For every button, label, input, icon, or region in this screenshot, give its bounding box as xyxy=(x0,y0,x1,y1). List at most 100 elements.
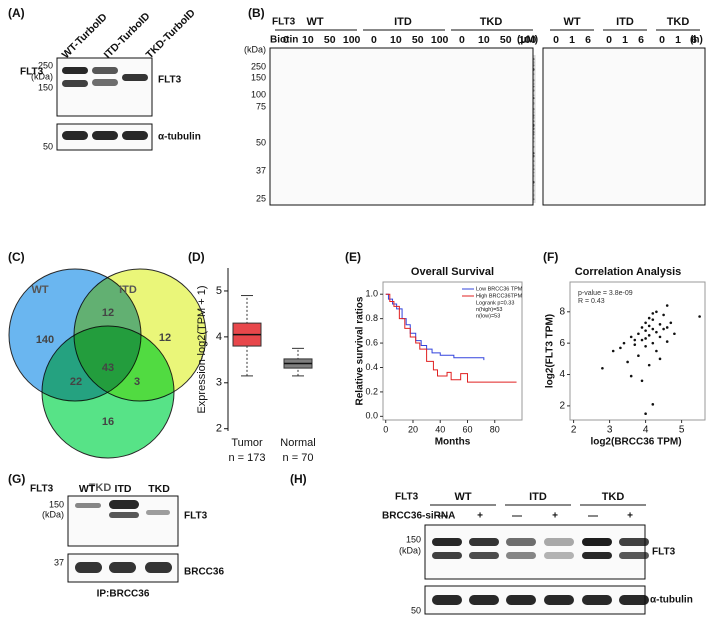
x-tick-label: 5 xyxy=(679,425,685,436)
band-label: BRCC36 xyxy=(184,567,224,578)
point xyxy=(673,332,676,336)
dose-label: 100 xyxy=(431,34,449,46)
point xyxy=(626,360,629,364)
ip-label: IP:BRCC36 xyxy=(97,589,150,600)
plot-frame xyxy=(382,281,523,421)
mw-marker: 150 xyxy=(406,534,421,544)
point xyxy=(637,332,640,336)
protein-label: FLT3 xyxy=(272,17,296,28)
mw-marker: 250 xyxy=(38,60,53,70)
blot-band xyxy=(92,67,118,74)
venn-count: 3 xyxy=(134,376,140,388)
blot-band xyxy=(506,552,536,559)
mw-marker: 37 xyxy=(256,165,266,175)
y-tick-label: 0.4 xyxy=(365,362,378,372)
point xyxy=(655,310,658,314)
blot-band xyxy=(92,131,118,140)
y-axis-label: Expression-log2(TPM + 1) xyxy=(196,285,208,413)
y-tick-label: 4 xyxy=(216,331,222,343)
point xyxy=(647,324,651,328)
venn-count: 12 xyxy=(102,307,114,319)
group-label: TKD xyxy=(602,491,625,503)
blot-band xyxy=(469,595,499,605)
x-tick-label: 40 xyxy=(435,424,445,434)
time-label: 0 xyxy=(553,34,559,46)
point xyxy=(651,327,655,331)
mw-marker: 100 xyxy=(251,89,266,99)
point xyxy=(698,315,701,318)
blot-band xyxy=(92,79,118,86)
blot-band xyxy=(506,538,536,546)
panel-label: (A) xyxy=(8,6,25,20)
point xyxy=(665,340,669,343)
panel-label: (D) xyxy=(188,250,205,264)
lane-label: WT xyxy=(79,483,96,495)
blot-band xyxy=(122,131,148,140)
blot-band xyxy=(619,538,649,546)
lane-label: ITD xyxy=(115,483,132,495)
y-tick-label: 5 xyxy=(216,285,222,297)
y-tick-label: 3 xyxy=(216,377,222,389)
band-label: FLT3 xyxy=(184,511,208,522)
blot-band xyxy=(145,562,172,573)
time-label: 1 xyxy=(622,34,628,46)
point xyxy=(665,326,669,329)
panel-label: (B) xyxy=(248,6,265,20)
blot-band xyxy=(432,552,462,559)
dose-label: 50 xyxy=(412,34,424,46)
point xyxy=(633,343,637,347)
x-tick-label: 60 xyxy=(462,424,472,434)
blot-band xyxy=(582,538,612,546)
dose-label: 100 xyxy=(343,34,361,46)
mw-marker: 75 xyxy=(256,101,266,111)
y-axis-label: log2(FLT3 TPM) xyxy=(545,314,556,388)
set-label: TKD xyxy=(89,482,112,494)
group-label: ITD xyxy=(616,16,634,28)
point xyxy=(651,341,655,345)
blot-band xyxy=(62,131,88,140)
unit-label: (h) xyxy=(690,35,703,46)
point xyxy=(662,313,665,317)
blot-frame xyxy=(542,47,706,206)
venn-set xyxy=(41,325,175,459)
band-label: α-tubulin xyxy=(158,132,201,143)
survival-curve xyxy=(385,293,517,383)
lane-label: TKD-TurboID xyxy=(144,7,198,61)
y-tick-label: 2 xyxy=(216,423,222,435)
mw-marker: 25 xyxy=(256,193,266,203)
x-tick-label: Tumor xyxy=(231,437,263,449)
sign-label: + xyxy=(477,511,483,522)
protein-label: FLT3 xyxy=(395,492,419,503)
dose-label: 100 xyxy=(519,34,537,46)
x-tick-label: 0 xyxy=(383,424,388,434)
unit-label: (μM) xyxy=(517,35,538,46)
blot-band xyxy=(582,595,612,605)
group-label: TKD xyxy=(667,16,690,28)
mw-marker: 150 xyxy=(251,72,266,82)
blot-band xyxy=(146,510,170,515)
blot-band xyxy=(544,552,574,559)
mw-unit: (kDa) xyxy=(399,545,421,555)
time-label: 0 xyxy=(659,34,665,46)
point xyxy=(669,321,673,325)
plot-frame xyxy=(569,281,706,421)
x-tick-label: 2 xyxy=(571,425,577,436)
time-label: 6 xyxy=(691,34,697,46)
y-tick-label: 0.6 xyxy=(365,337,378,347)
dose-label: 10 xyxy=(390,34,402,46)
sign-label: — xyxy=(512,511,522,522)
panel-label: (H) xyxy=(290,472,307,486)
x-tick-label: 20 xyxy=(408,424,418,434)
sign-label: — xyxy=(588,511,598,522)
blot-band xyxy=(544,538,574,546)
x-axis-label: log2(BRCC36 TPM) xyxy=(590,437,681,448)
point xyxy=(644,329,647,332)
point xyxy=(665,304,669,307)
blot-band xyxy=(75,503,101,508)
mw-marker: 150 xyxy=(38,82,53,92)
blot-band xyxy=(506,595,536,605)
mw-marker: 150 xyxy=(49,499,64,509)
group-label: WT xyxy=(306,16,323,28)
point xyxy=(644,412,647,416)
